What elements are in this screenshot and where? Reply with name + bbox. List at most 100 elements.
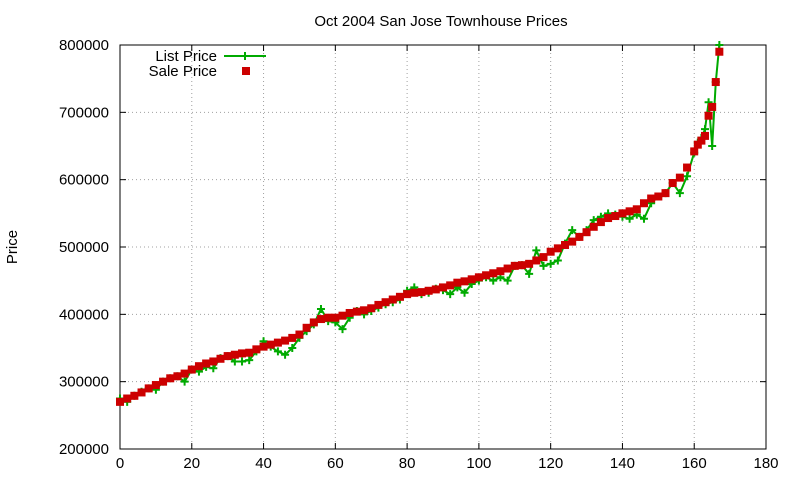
- sale-price-point: [338, 311, 347, 320]
- sale-price-point: [561, 240, 570, 249]
- legend-label-sale-price: Sale Price: [149, 63, 217, 80]
- sale-price-point: [374, 300, 383, 309]
- sale-price-point: [230, 350, 239, 359]
- y-axis-label: Price: [4, 230, 21, 264]
- sale-price-point: [252, 345, 261, 354]
- y-tick-label: 300000: [59, 374, 109, 391]
- x-tick-label: 40: [255, 455, 272, 472]
- sale-price-point: [700, 131, 709, 140]
- sale-price-point: [302, 323, 311, 332]
- sale-price-point: [187, 365, 196, 374]
- y-tick-label: 800000: [59, 37, 109, 54]
- list-price-point: [180, 377, 189, 386]
- sale-price-point: [596, 218, 605, 227]
- list-price-point: [338, 325, 347, 334]
- y-tick-label: 700000: [59, 104, 109, 121]
- sale-price-point: [309, 318, 318, 327]
- sale-price-point: [446, 281, 455, 290]
- list-price-point: [281, 350, 290, 359]
- legend-label-list-price: List Price: [155, 48, 217, 65]
- sale-price-point: [632, 205, 641, 214]
- sale-price-point: [517, 261, 526, 270]
- sale-price-point: [388, 295, 397, 304]
- sale-price-point: [503, 264, 512, 273]
- sale-price-point: [618, 209, 627, 218]
- x-tick-label: 120: [538, 455, 563, 472]
- sale-price-point: [316, 315, 325, 324]
- sale-price-point: [151, 381, 160, 390]
- list-price-point: [539, 261, 548, 270]
- sale-price-point: [675, 173, 684, 182]
- list-price-point: [683, 172, 692, 181]
- sale-price-point: [367, 304, 376, 313]
- sale-price-point: [123, 394, 132, 403]
- sale-price-point: [417, 288, 426, 297]
- sale-price-point: [639, 199, 648, 208]
- sale-price-point: [553, 244, 562, 253]
- sale-price-point: [604, 214, 613, 223]
- list-price-point: [316, 304, 325, 313]
- list-price-point: [489, 276, 498, 285]
- list-price-point: [625, 214, 634, 223]
- y-tick-label: 500000: [59, 239, 109, 256]
- sale-price-point: [137, 388, 146, 397]
- sale-price-point: [360, 306, 369, 315]
- list-price-point: [532, 246, 541, 255]
- list-price-line: [119, 44, 721, 404]
- list-price-point: [715, 41, 724, 49]
- list-price-point: [639, 214, 648, 223]
- sale-price-point: [611, 212, 620, 221]
- list-price-point: [700, 125, 709, 134]
- x-tick-label: 60: [327, 455, 344, 472]
- sale-price-point: [395, 292, 404, 301]
- list-price-point: [209, 364, 218, 373]
- sale-price-point: [625, 207, 634, 216]
- sale-price-point: [575, 232, 584, 241]
- sale-price-point: [403, 290, 412, 299]
- list-price-point: [446, 290, 455, 299]
- sale-price-point: [352, 307, 361, 316]
- sale-price-point: [589, 222, 598, 231]
- x-tick-label: 140: [610, 455, 635, 472]
- sale-price-point: [345, 308, 354, 317]
- sale-price-point: [144, 384, 153, 393]
- sale-price-point: [159, 377, 168, 386]
- list-price-point: [675, 189, 684, 198]
- sale-price-point: [266, 340, 275, 349]
- sale-price-point: [410, 288, 419, 297]
- sale-price-point: [704, 111, 713, 120]
- sale-price-point: [460, 277, 469, 286]
- y-tick-label: 600000: [59, 172, 109, 189]
- sale-price-point: [130, 391, 139, 400]
- sale-price-point: [715, 47, 724, 56]
- sale-price-point: [431, 285, 440, 294]
- sale-price-point: [668, 179, 677, 188]
- legend-swatch-sale-price: [242, 67, 250, 75]
- sale-price-point: [173, 372, 182, 381]
- sale-price-point: [546, 247, 555, 256]
- list-price-point: [708, 142, 717, 150]
- legend-plus-marker: [241, 52, 249, 60]
- series-layer: [116, 41, 724, 406]
- sale-price-point: [474, 273, 483, 282]
- list-price-point: [230, 357, 239, 366]
- grid-lines: [120, 45, 766, 449]
- sale-price-point: [288, 333, 297, 342]
- sale-price-point: [259, 342, 268, 351]
- list-price-point: [553, 256, 562, 265]
- sale-price-point: [238, 349, 247, 358]
- sale-price-point: [482, 271, 491, 280]
- sale-price-point: [489, 269, 498, 278]
- sale-price-point: [568, 237, 577, 246]
- sale-price-point: [273, 338, 282, 347]
- x-tick-label: 160: [682, 455, 707, 472]
- sale-price-point: [708, 102, 717, 111]
- sale-price-point: [647, 194, 656, 203]
- sale-price-point: [711, 78, 720, 87]
- sale-price-point: [180, 369, 189, 378]
- list-price-point: [288, 344, 297, 352]
- sale-price-point: [697, 136, 706, 145]
- sale-price-point: [166, 374, 175, 383]
- x-tick-label: 0: [116, 455, 124, 472]
- y-tick-label: 200000: [59, 441, 109, 458]
